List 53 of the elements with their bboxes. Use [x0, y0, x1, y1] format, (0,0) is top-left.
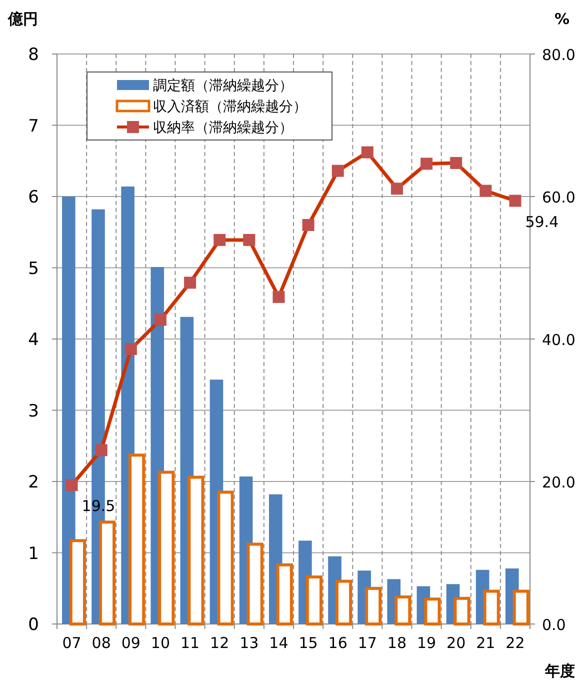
y2-tick-label: 60.0: [542, 188, 576, 206]
bar: [365, 586, 382, 626]
x-tick-label: 07: [62, 634, 82, 652]
legend-label: 収納率（滞納繰越分）: [153, 120, 293, 136]
bar: [394, 595, 412, 626]
y-tick-label: 6: [28, 188, 39, 208]
y-tick-label: 4: [28, 330, 39, 350]
x-tick-label: 22: [506, 634, 525, 652]
y-tick-label: 7: [28, 116, 39, 136]
y-axis-title: 億円: [7, 10, 38, 28]
x-tick-label: 14: [269, 634, 288, 652]
x-tick-label: 13: [240, 634, 259, 652]
x-tick-label: 16: [328, 634, 348, 652]
x-axis-title: 年度: [544, 662, 575, 680]
data-label: 59.4: [525, 212, 559, 231]
y-tick-label: 8: [28, 45, 39, 65]
y2-axis-title: %: [554, 10, 570, 28]
bar: [217, 490, 234, 626]
bar: [69, 539, 86, 626]
y-tick-label: 5: [28, 258, 39, 279]
legend-label: 調定額（滞納繰越分）: [153, 78, 293, 94]
y2-tick-label: 40.0: [542, 331, 576, 349]
y2-tick-label: 20.0: [542, 474, 576, 492]
y2-tick-label: 0.0: [542, 616, 566, 634]
bar: [158, 470, 175, 626]
y2-tick-label: 80.0: [542, 46, 576, 64]
bar: [424, 598, 441, 626]
x-tick-label: 08: [92, 634, 111, 652]
bar: [335, 580, 352, 626]
y-tick-label: 3: [28, 401, 39, 422]
x-tick-label: 21: [476, 634, 496, 652]
bar: [98, 520, 116, 626]
bar: [246, 542, 264, 626]
x-tick-label: 10: [150, 634, 170, 652]
bar: [454, 596, 470, 626]
x-tick-label: 12: [210, 634, 230, 652]
y-tick-label: 0: [28, 615, 39, 635]
x-tick-label: 20: [446, 634, 466, 652]
bar: [128, 454, 146, 626]
y-tick-label: 2: [28, 472, 39, 492]
x-tick-label: 18: [387, 634, 407, 652]
bar: [276, 563, 293, 626]
bar: [512, 590, 530, 626]
legend-label: 収入済額（滞納繰越分）: [153, 99, 307, 115]
x-tick-label: 11: [180, 634, 200, 652]
y-tick-label: 1: [28, 544, 39, 564]
x-tick-label: 09: [121, 634, 140, 652]
x-tick-label: 15: [298, 634, 318, 652]
x-tick-label: 19: [416, 634, 436, 652]
bar: [306, 575, 322, 626]
x-tick-label: 17: [358, 634, 377, 652]
bar: [483, 590, 500, 626]
bar: [188, 476, 204, 626]
